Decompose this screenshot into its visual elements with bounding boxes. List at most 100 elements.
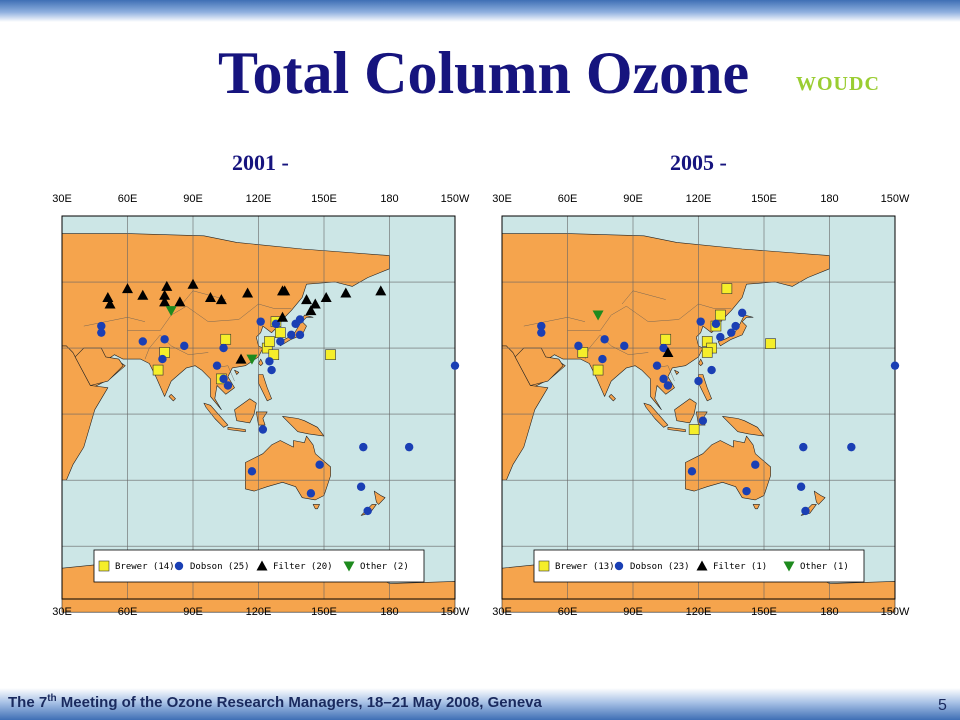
dobson-station-marker bbox=[356, 482, 366, 491]
dobson-station-marker bbox=[574, 341, 583, 351]
brewer-station-marker bbox=[701, 347, 713, 358]
dobson-station-marker bbox=[97, 321, 106, 331]
longitude-tick-label-bottom: 30E bbox=[52, 606, 72, 618]
longitude-tick-label-top: 180 bbox=[820, 193, 838, 205]
filter-station-marker bbox=[122, 283, 133, 294]
dobson-station-marker bbox=[363, 506, 372, 516]
dobson-station-marker bbox=[659, 374, 668, 384]
dobson-station-marker bbox=[620, 341, 629, 351]
dobson-station-marker bbox=[796, 482, 806, 491]
dobson-station-marker bbox=[219, 374, 228, 384]
filter-station-marker bbox=[235, 353, 247, 364]
taiwan-landmass bbox=[698, 358, 704, 366]
instrument-legend: Brewer (14) Dobson (25) Filter (20) Other (… bbox=[93, 549, 425, 583]
other-station-marker bbox=[246, 354, 258, 365]
filter-station-marker bbox=[662, 346, 674, 357]
sumatra-landmass bbox=[643, 402, 669, 428]
filter-station-marker bbox=[104, 298, 116, 309]
longitude-tick-label-bottom: 180 bbox=[820, 606, 838, 618]
filter-station-marker bbox=[187, 278, 199, 289]
brewer-station-marker bbox=[220, 333, 232, 345]
japan-landmass bbox=[717, 314, 754, 347]
dobson-station-marker bbox=[537, 328, 546, 337]
dobson-station-marker bbox=[276, 337, 285, 346]
dobson-station-marker bbox=[212, 361, 222, 370]
dobson-station-marker bbox=[267, 365, 276, 375]
legend-brewer-label: Brewer (13) bbox=[555, 562, 615, 572]
brewer-station-marker bbox=[268, 349, 280, 360]
brewer-station-marker bbox=[325, 349, 336, 360]
bottom-decorative-bar bbox=[0, 688, 960, 720]
dobson-station-marker bbox=[315, 460, 324, 469]
legend-other-symbol bbox=[783, 561, 795, 572]
australia-landmass bbox=[685, 435, 771, 501]
sulawesi-landmass bbox=[256, 411, 268, 426]
longitude-tick-label-bottom: 120E bbox=[246, 606, 272, 618]
filter-station-marker bbox=[174, 296, 186, 307]
longitude-tick-label-bottom: 60E bbox=[118, 606, 138, 618]
dobson-station-marker bbox=[652, 361, 662, 370]
dobson-station-marker bbox=[694, 376, 703, 386]
brewer-station-marker bbox=[275, 327, 286, 338]
filter-station-marker bbox=[161, 280, 173, 291]
dobson-station-marker bbox=[160, 335, 169, 344]
other-station-marker bbox=[165, 306, 177, 317]
philippines-landmass bbox=[258, 374, 272, 402]
tasmania-landmass bbox=[752, 504, 760, 510]
longitude-tick-label-bottom: 150W bbox=[881, 606, 910, 618]
legend-dobson-label: Dobson (25) bbox=[190, 562, 250, 572]
longitude-tick-label-bottom: 150E bbox=[311, 606, 337, 618]
country-border-line bbox=[567, 303, 732, 331]
brewer-station-marker bbox=[264, 336, 275, 347]
longitude-tick-label-bottom: 180 bbox=[380, 606, 398, 618]
map-frame bbox=[61, 215, 456, 600]
map-2001-period-label: 2001 - bbox=[232, 150, 289, 175]
dobson-station-marker bbox=[890, 361, 900, 370]
sri-lanka-landmass bbox=[608, 394, 616, 402]
legend-dobson-symbol bbox=[174, 561, 184, 571]
longitude-tick-label-top: 180 bbox=[380, 193, 398, 205]
brewer-station-marker bbox=[721, 283, 733, 294]
longitude-tick-label-top: 150W bbox=[441, 193, 470, 205]
filter-station-marker bbox=[102, 291, 114, 302]
brewer-station-marker bbox=[152, 364, 164, 376]
filter-station-marker bbox=[204, 291, 216, 302]
footer-prefix: The 7 bbox=[8, 694, 48, 711]
slide-title: Total Column Ozone bbox=[218, 40, 750, 106]
dobson-station-marker bbox=[295, 330, 305, 340]
filter-station-marker bbox=[277, 285, 289, 296]
brewer-station-marker bbox=[688, 424, 700, 435]
new-zealand-north-landmass bbox=[813, 490, 826, 505]
legend-brewer-symbol bbox=[98, 560, 110, 572]
longitude-tick-label-top: 120E bbox=[686, 193, 712, 205]
filter-station-marker bbox=[305, 305, 317, 316]
legend-other-label: Other (1) bbox=[800, 562, 849, 572]
filter-station-marker bbox=[309, 298, 321, 309]
legend-filter-label: Filter (20) bbox=[273, 562, 333, 572]
other-station-marker bbox=[592, 310, 604, 321]
dobson-station-marker bbox=[663, 381, 673, 390]
longitude-tick-label-top: 90E bbox=[623, 193, 643, 205]
dobson-station-marker bbox=[138, 337, 147, 346]
dobson-station-marker bbox=[359, 442, 368, 452]
legend-filter-symbol bbox=[696, 560, 708, 571]
dobson-station-marker bbox=[742, 486, 751, 496]
dobson-station-marker bbox=[727, 328, 736, 337]
map-frame bbox=[501, 215, 896, 600]
brewer-station-marker bbox=[577, 347, 589, 358]
dobson-station-marker bbox=[219, 343, 228, 353]
dobson-station-marker bbox=[600, 335, 609, 344]
dobson-station-marker bbox=[295, 315, 305, 324]
dobson-station-marker bbox=[598, 354, 607, 364]
longitude-tick-label-top: 150E bbox=[751, 193, 777, 205]
dobson-station-marker bbox=[287, 330, 296, 340]
dobson-station-marker bbox=[707, 365, 716, 375]
hainan-landmass bbox=[234, 369, 240, 375]
dobson-station-marker bbox=[180, 341, 189, 351]
brewer-station-marker bbox=[765, 338, 776, 349]
station-map-2001: 30E 30E 60E 60E 90E 90E 120E 120E 150E 150E 180 180… bbox=[52, 193, 470, 618]
longitude-tick-label-bottom: 60E bbox=[558, 606, 578, 618]
brewer-station-marker bbox=[660, 333, 672, 345]
java-landmass bbox=[227, 427, 246, 432]
sumatra-landmass bbox=[203, 402, 229, 428]
